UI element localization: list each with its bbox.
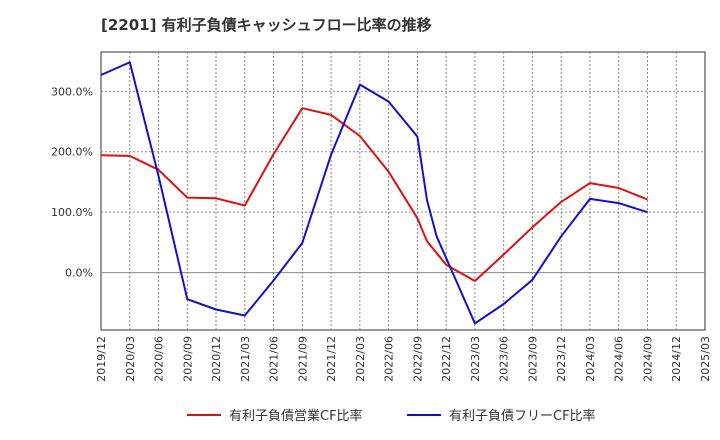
legend-label-1: 有利子負債営業CF比率 [229,408,363,424]
x-tick-label: 2020/09 [181,336,194,382]
series-line-2 [100,61,648,325]
x-tick-label: 2022/03 [354,336,367,382]
x-tick-label: 2020/06 [153,336,166,382]
x-tick-label: 2024/09 [641,336,654,382]
x-tick-label: 2022/06 [383,336,396,382]
legend-label-2: 有利子負債フリーCF比率 [449,408,596,424]
x-tick-label: 2023/03 [469,336,482,382]
x-tick-label: 2023/06 [498,336,511,382]
chart-title: [2201] 有利子負債キャッシュフロー比率の推移 [101,16,432,34]
x-tick-label: 2021/06 [268,336,281,382]
x-tick-label: 2020/12 [210,336,223,382]
x-tick-label: 2020/03 [124,336,137,382]
x-tick-label: 2024/03 [584,336,597,382]
x-tick-label: 2024/12 [670,336,683,382]
y-axis-ticks: 0.0% 100.0% 200.0% 300.0% [51,85,93,279]
plot-area [100,51,706,331]
x-tick-label: 2021/12 [325,336,338,382]
y-tick-label: 100.0% [51,206,93,219]
x-tick-label: 2022/12 [440,336,453,382]
x-tick-label: 2024/06 [613,336,626,382]
x-tick-label: 2025/03 [699,336,712,382]
x-tick-label: 2022/09 [411,336,424,382]
x-tick-label: 2021/09 [296,336,309,382]
series-line-1 [100,107,648,282]
legend: 有利子負債営業CF比率 有利子負債フリーCF比率 [187,408,596,424]
y-tick-label: 0.0% [65,267,93,280]
x-tick-label: 2019/12 [95,336,108,382]
x-tick-label: 2021/03 [239,336,252,382]
series-lines [100,61,648,325]
y-tick-label: 300.0% [51,85,93,98]
y-tick-label: 200.0% [51,146,93,159]
x-axis-ticks: 2019/12 2020/03 2020/06 2020/09 2020/12 2021/… [95,336,712,382]
horizontal-gridlines [101,90,705,213]
x-tick-label: 2023/12 [555,336,568,382]
x-tick-label: 2023/09 [526,336,539,382]
